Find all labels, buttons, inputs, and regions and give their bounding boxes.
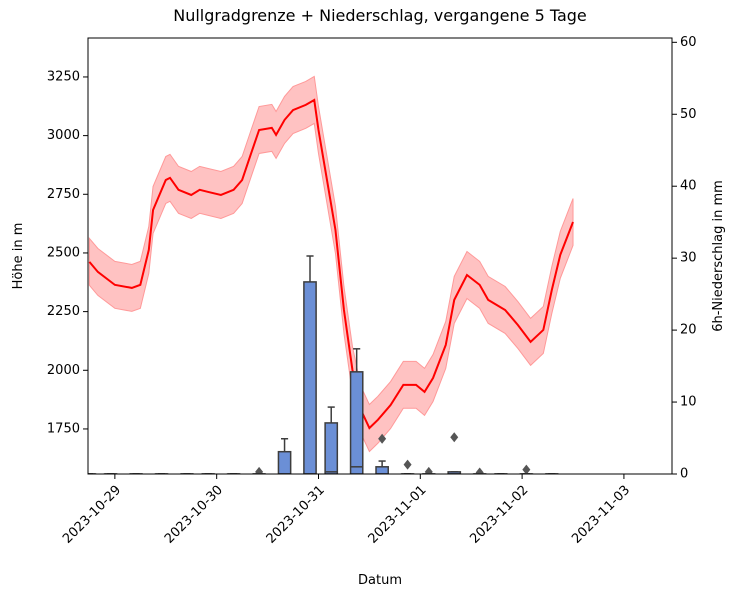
- chart-title: Nullgradgrenze + Niederschlag, vergangen…: [173, 6, 587, 25]
- y-tick-label: 1750: [47, 421, 80, 436]
- outlier: [378, 433, 387, 444]
- box: [324, 406, 339, 474]
- outlier: [475, 467, 484, 474]
- y2-tick-label: 50: [680, 107, 697, 122]
- outlier: [450, 432, 459, 443]
- outlier: [522, 464, 531, 474]
- y2-tick-label: 20: [680, 323, 697, 338]
- box-body: [324, 422, 339, 474]
- x-tick-label: 2023-10-29: [60, 483, 124, 547]
- y-tick-label: 2500: [47, 245, 80, 260]
- box: [252, 466, 266, 474]
- box-body: [277, 450, 292, 474]
- y-tick-label: 2250: [47, 304, 80, 319]
- box: [400, 459, 415, 474]
- box: [277, 437, 292, 474]
- plot-frame: [87, 37, 673, 475]
- box: [303, 255, 317, 474]
- outlier: [424, 466, 433, 474]
- box-body: [349, 371, 364, 474]
- y-tick-label: 2000: [47, 363, 80, 378]
- box: [519, 464, 534, 474]
- x-tick-label: 2023-10-31: [264, 483, 328, 547]
- y-axis-label: Höhe in m: [11, 223, 26, 290]
- y2-tick-label: 60: [680, 35, 697, 50]
- y2-tick-label: 40: [680, 179, 697, 194]
- y-tick-label: 2750: [47, 187, 80, 202]
- box: [447, 432, 462, 474]
- x-axis-label: Datum: [358, 573, 402, 588]
- uncertainty-band: [88, 75, 574, 453]
- x-tick-label: 2023-10-30: [162, 483, 226, 547]
- box-body: [303, 281, 317, 474]
- y-tick-label: 3250: [47, 69, 80, 84]
- box-body: [375, 466, 389, 474]
- y2-tick-label: 30: [680, 251, 697, 266]
- y2-tick-label: 0: [680, 467, 688, 482]
- box: [472, 467, 487, 474]
- x-tick-label: 2023-11-01: [366, 483, 430, 547]
- outlier: [255, 466, 264, 474]
- x-tick-label: 2023-11-03: [569, 483, 633, 547]
- y2-axis-label: 6h-Niederschlag in mm: [711, 180, 726, 332]
- box: [349, 348, 364, 474]
- box: [421, 466, 436, 474]
- outlier: [403, 459, 412, 470]
- y2-tick-label: 10: [680, 395, 697, 410]
- x-tick-label: 2023-11-02: [467, 483, 531, 547]
- plot-area: [88, 75, 574, 474]
- line: [88, 98, 574, 430]
- y-tick-label: 3000: [47, 128, 80, 143]
